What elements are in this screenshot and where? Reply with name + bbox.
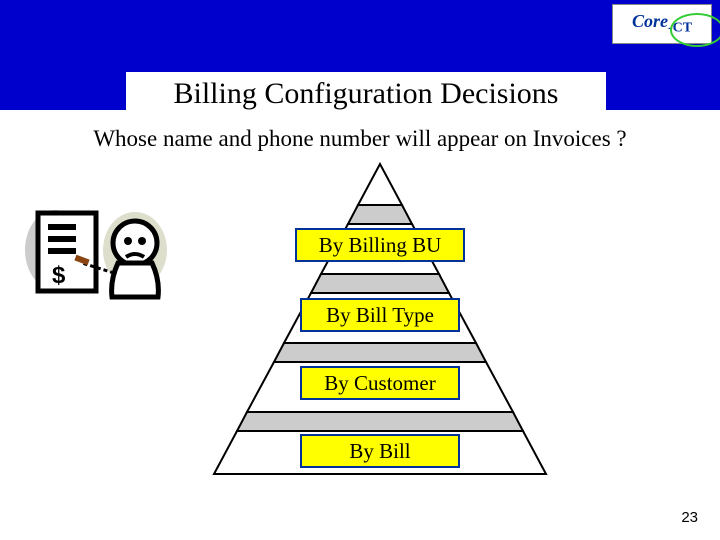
pyramid-level-4: By Bill: [300, 434, 460, 468]
face-head: [113, 221, 157, 265]
page-number: 23: [681, 509, 698, 526]
face-body: [112, 263, 159, 297]
invoice-clipart: $: [20, 195, 200, 315]
pyramid-level-2: By Bill Type: [300, 298, 460, 332]
title-box: Billing Configuration Decisions: [126, 72, 606, 116]
dollar-icon: $: [52, 262, 66, 289]
subtitle: Whose name and phone number will appear …: [0, 126, 720, 152]
pyramid-level-4-label: By Bill: [349, 439, 410, 464]
logo-text: Core-CT: [632, 11, 692, 37]
pyramid-diagram: By Billing BU By Bill Type By Customer B…: [210, 160, 550, 480]
logo-oval: [670, 13, 720, 47]
pyramid-level-2-label: By Bill Type: [326, 303, 434, 328]
pyramid-level-1-label: By Billing BU: [319, 233, 442, 258]
page-title: Billing Configuration Decisions: [174, 77, 559, 111]
logo: Core-CT: [612, 4, 712, 44]
pyramid-level-3: By Customer: [300, 366, 460, 400]
pyramid-level-1: By Billing BU: [295, 228, 465, 262]
pyramid-level-3-label: By Customer: [324, 371, 435, 396]
logo-core: Core: [632, 11, 668, 31]
header-bar: Core-CT Billing Configuration Decisions: [0, 0, 720, 110]
